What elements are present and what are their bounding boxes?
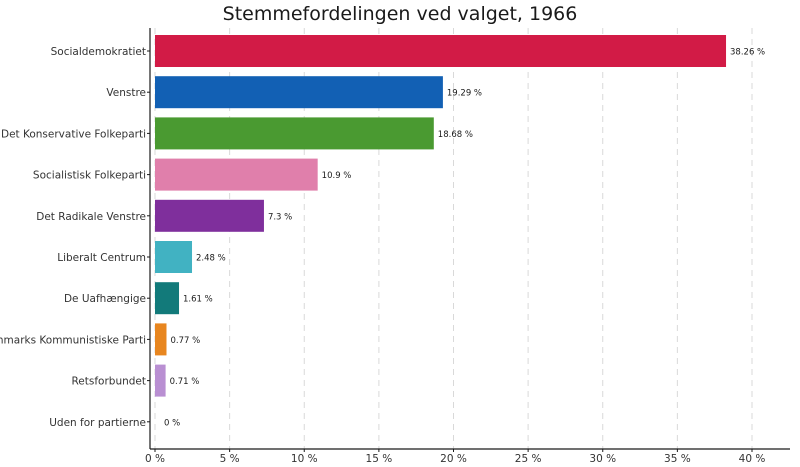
bar-2 — [155, 117, 434, 150]
data-label-0: 38.26 % — [730, 48, 765, 58]
bar-3 — [155, 158, 318, 191]
category-label-6: De Uafhængige — [64, 293, 146, 305]
x-tick-label-2: 10 % — [291, 453, 318, 465]
category-label-7: Danmarks Kommunistiske Parti — [0, 334, 146, 346]
bar-6 — [155, 282, 180, 315]
x-tick-label-0: 0 % — [145, 453, 165, 465]
data-label-9: 0 % — [164, 418, 180, 428]
data-label-7: 0.77 % — [170, 336, 200, 346]
bar-5 — [155, 241, 193, 273]
x-tick-label-5: 25 % — [515, 453, 542, 465]
bar-8 — [155, 364, 166, 397]
x-tick-label-1: 5 % — [220, 453, 240, 465]
bar-7 — [155, 323, 167, 356]
data-label-8: 0.71 % — [170, 377, 200, 387]
data-label-4: 7.3 % — [268, 212, 292, 222]
category-label-8: Retsforbundet — [71, 376, 146, 388]
data-label-5: 2.48 % — [196, 254, 226, 264]
category-label-3: Socialistisk Folkeparti — [33, 170, 146, 182]
category-label-0: Socialdemokratiet — [51, 46, 146, 58]
data-label-6: 1.61 % — [183, 295, 213, 305]
category-label-5: Liberalt Centrum — [57, 252, 146, 264]
x-tick-label-7: 35 % — [664, 453, 691, 465]
bar-0 — [155, 35, 727, 67]
axes: Socialdemokratiet Venstre Det Konservative… — [0, 28, 790, 465]
bars: 38.26 % 19.29 % 18.68 % 10.9 % 7.3 % 2.48 % 1.… — [155, 35, 765, 428]
category-label-2: Det Konservative Folkeparti — [1, 128, 146, 140]
bar-4 — [155, 199, 264, 232]
category-label-4: Det Radikale Venstre — [36, 211, 146, 223]
bar-1 — [155, 76, 443, 109]
x-tick-label-8: 40 % — [739, 453, 766, 465]
x-tick-label-3: 15 % — [366, 453, 393, 465]
data-label-3: 10.9 % — [322, 171, 352, 181]
category-label-9: Uden for partierne — [49, 417, 146, 429]
x-tick-label-4: 20 % — [440, 453, 467, 465]
category-label-1: Venstre — [106, 87, 146, 99]
x-tick-label-6: 30 % — [589, 453, 616, 465]
data-label-2: 18.68 % — [438, 130, 473, 140]
chart-title: Stemmefordelingen ved valget, 1966 — [223, 3, 578, 25]
data-label-1: 19.29 % — [447, 89, 482, 99]
